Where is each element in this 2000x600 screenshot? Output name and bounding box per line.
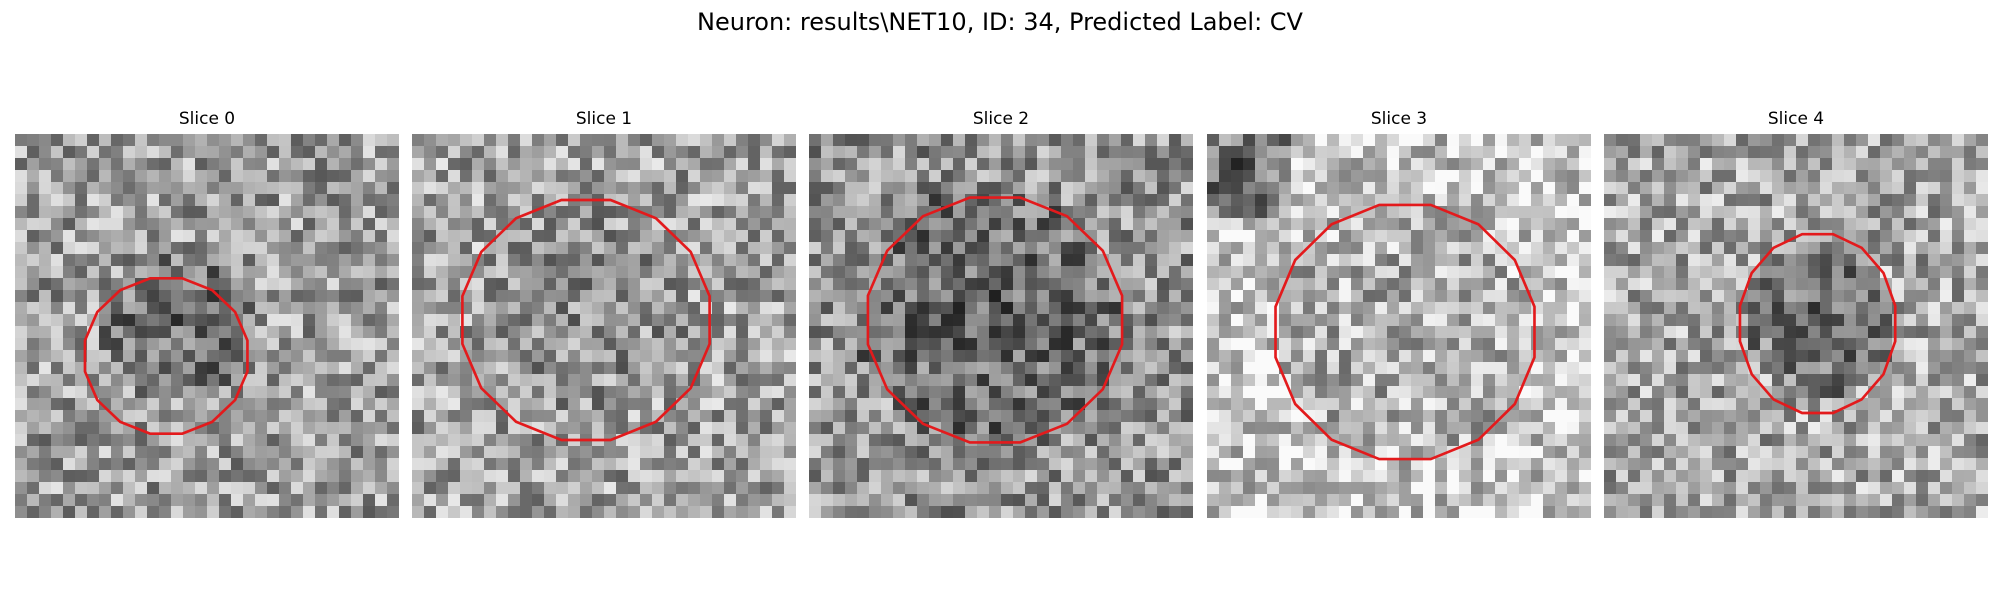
slice-panel-0: Slice 0: [15, 108, 399, 518]
slice-panel-1: Slice 1: [412, 108, 796, 518]
contour-outline: [83, 277, 249, 435]
contour-outline: [1274, 203, 1536, 461]
contour-outline: [1738, 232, 1897, 415]
slice-image-3: [1207, 134, 1591, 518]
slice-image-2: [809, 134, 1193, 518]
slice-title-3: Slice 3: [1370, 109, 1428, 129]
slice-image-0: [15, 134, 399, 518]
slice-panel-2: Slice 2: [809, 108, 1193, 518]
figure-title: Neuron: results\NET10, ID: 34, Predicted…: [697, 8, 1303, 36]
slice-title-0: Slice 0: [178, 109, 236, 129]
contour-outline: [461, 198, 711, 442]
contour-outline: [866, 196, 1124, 444]
slice-panel-4: Slice 4: [1604, 108, 1988, 518]
slice-title-1: Slice 1: [575, 109, 633, 129]
slice-panel-3: Slice 3: [1207, 108, 1591, 518]
slice-image-1: [412, 134, 796, 518]
slice-title-2: Slice 2: [972, 109, 1030, 129]
slice-title-4: Slice 4: [1767, 109, 1825, 129]
slice-image-4: [1604, 134, 1988, 518]
